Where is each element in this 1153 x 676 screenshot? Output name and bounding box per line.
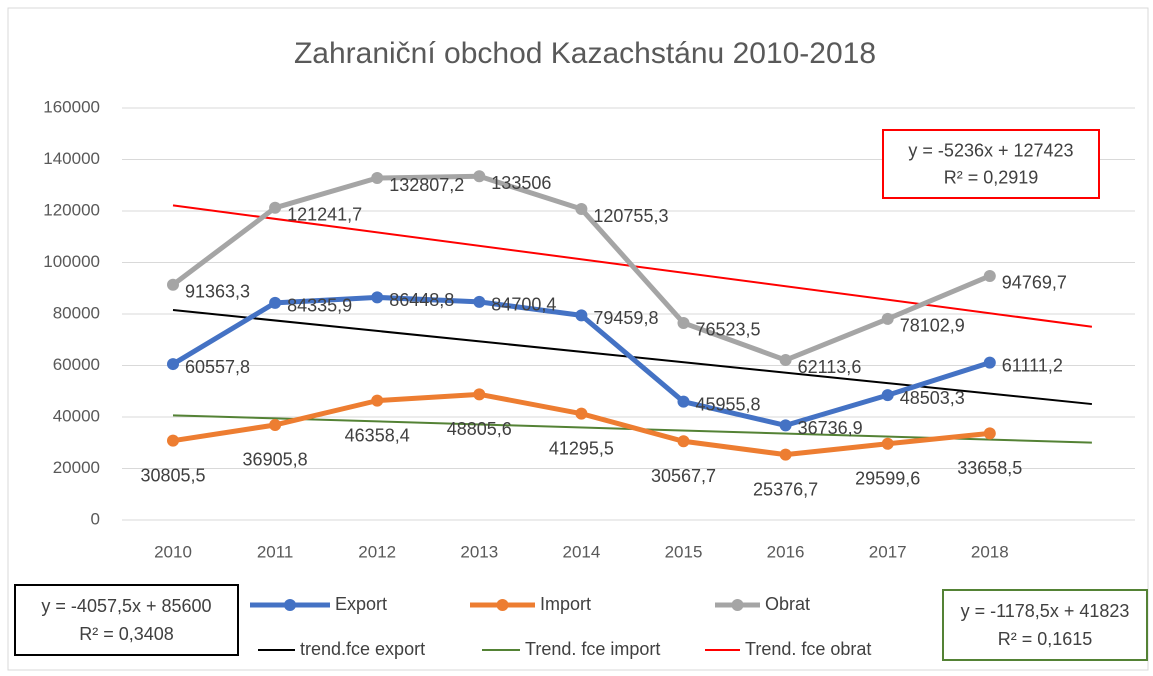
trend-r2: R² = 0,3408 bbox=[79, 624, 174, 644]
marker bbox=[677, 435, 690, 448]
data-label: 36905,8 bbox=[243, 450, 308, 470]
marker bbox=[575, 203, 588, 216]
marker bbox=[269, 418, 282, 431]
marker bbox=[881, 389, 894, 402]
marker bbox=[269, 296, 282, 309]
data-label: 62113,6 bbox=[798, 357, 862, 377]
data-label: 86448,8 bbox=[389, 290, 454, 310]
legend-marker bbox=[284, 599, 296, 611]
legend-label: Obrat bbox=[765, 594, 810, 614]
legend-label: trend.fce export bbox=[300, 639, 425, 659]
equation-box bbox=[942, 589, 1148, 661]
trend-r2: R² = 0,2919 bbox=[944, 168, 1039, 188]
y-tick-label: 60000 bbox=[53, 355, 100, 374]
trend-r2: R² = 0,1615 bbox=[998, 629, 1093, 649]
marker bbox=[575, 407, 588, 420]
data-label: 41295,5 bbox=[549, 438, 614, 458]
trend-equation: y = -1178,5x + 41823 bbox=[961, 601, 1130, 621]
data-label: 48503,3 bbox=[900, 388, 965, 408]
data-label: 120755,3 bbox=[593, 206, 668, 226]
marker bbox=[983, 427, 996, 440]
data-label: 94769,7 bbox=[1002, 273, 1067, 293]
data-label: 84335,9 bbox=[287, 296, 352, 316]
x-tick-label: 2011 bbox=[257, 542, 294, 561]
equation-box bbox=[14, 584, 239, 656]
legend-label: Trend. fce import bbox=[525, 639, 660, 659]
marker bbox=[371, 172, 384, 185]
legend-label: Import bbox=[540, 594, 591, 614]
data-label: 36736,9 bbox=[798, 418, 863, 438]
legend-label: Export bbox=[335, 594, 387, 614]
data-label: 60557,8 bbox=[185, 357, 250, 377]
marker bbox=[983, 269, 996, 282]
marker bbox=[881, 437, 894, 450]
data-label: 46358,4 bbox=[345, 425, 410, 445]
marker bbox=[167, 434, 179, 447]
data-label: 33658,5 bbox=[957, 458, 1022, 478]
data-label: 76523,5 bbox=[696, 320, 761, 340]
chart-frame bbox=[7, 7, 1149, 671]
x-tick-label: 2014 bbox=[562, 542, 600, 561]
data-label: 25376,7 bbox=[753, 479, 818, 499]
marker bbox=[575, 309, 588, 322]
legend-label: Trend. fce obrat bbox=[745, 639, 871, 659]
y-tick-label: 140000 bbox=[43, 149, 100, 168]
marker bbox=[473, 388, 486, 401]
legend-marker bbox=[496, 599, 509, 611]
marker bbox=[779, 354, 792, 367]
data-label: 78102,9 bbox=[900, 316, 965, 336]
marker bbox=[983, 356, 996, 369]
data-label: 132807,2 bbox=[389, 175, 464, 195]
y-tick-label: 0 bbox=[91, 509, 100, 528]
x-tick-label: 2010 bbox=[154, 542, 192, 561]
y-tick-label: 80000 bbox=[53, 303, 100, 322]
trend-equation: y = -5236x + 127423 bbox=[908, 141, 1073, 161]
legend-marker bbox=[731, 599, 744, 611]
x-tick-label: 2015 bbox=[665, 542, 703, 561]
data-label: 48805,6 bbox=[447, 419, 512, 439]
marker bbox=[677, 316, 690, 329]
y-tick-label: 160000 bbox=[43, 97, 100, 116]
x-tick-label: 2016 bbox=[767, 542, 805, 561]
marker bbox=[473, 295, 486, 308]
chart-title: Zahraniční obchod Kazachstánu 2010-2018 bbox=[294, 37, 876, 70]
data-label: 29599,6 bbox=[855, 469, 920, 489]
x-tick-label: 2013 bbox=[460, 542, 498, 561]
marker bbox=[371, 291, 384, 304]
marker bbox=[677, 395, 690, 408]
data-label: 133506 bbox=[491, 173, 551, 193]
data-label: 79459,8 bbox=[593, 308, 658, 328]
marker bbox=[881, 312, 894, 325]
data-label: 61111,2 bbox=[1002, 355, 1063, 375]
y-tick-label: 100000 bbox=[43, 252, 100, 271]
marker bbox=[269, 201, 282, 214]
x-tick-label: 2018 bbox=[971, 542, 1009, 561]
trend-equation: y = -4057,5x + 85600 bbox=[41, 596, 211, 616]
x-tick-label: 2017 bbox=[869, 542, 907, 561]
y-tick-label: 40000 bbox=[53, 406, 100, 425]
y-tick-label: 20000 bbox=[53, 458, 100, 477]
marker bbox=[779, 419, 792, 432]
data-label: 30805,5 bbox=[140, 465, 205, 485]
marker bbox=[167, 278, 179, 291]
data-label: 30567,7 bbox=[651, 466, 716, 486]
data-label: 84700,4 bbox=[491, 295, 556, 315]
marker bbox=[167, 358, 179, 371]
data-label: 91363,3 bbox=[185, 281, 250, 301]
y-tick-label: 120000 bbox=[43, 200, 100, 219]
data-label: 121241,7 bbox=[287, 205, 362, 225]
equation-box bbox=[882, 129, 1100, 199]
data-label: 45955,8 bbox=[696, 394, 761, 414]
x-tick-label: 2012 bbox=[358, 542, 396, 561]
marker bbox=[371, 394, 384, 407]
marker bbox=[779, 448, 792, 461]
marker bbox=[473, 170, 486, 183]
